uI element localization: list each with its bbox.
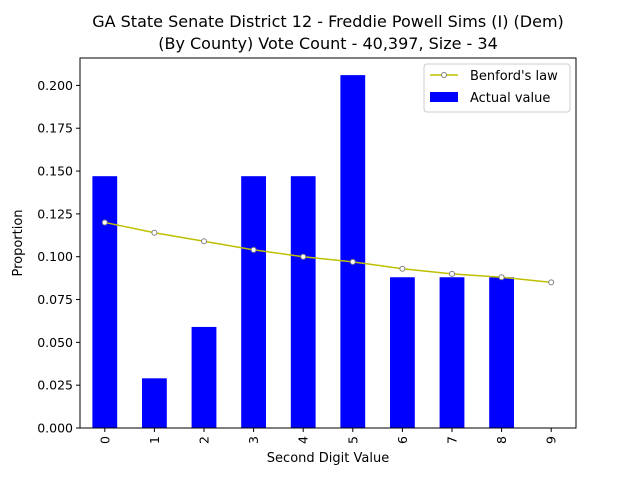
bar-series	[92, 75, 514, 428]
bar-2	[191, 326, 217, 428]
benford-point-1	[151, 229, 158, 236]
benford-point-0	[101, 219, 108, 226]
y-tick-label: 0.025	[37, 378, 73, 393]
benford-point-8	[498, 274, 505, 281]
bar-6	[390, 277, 415, 428]
y-tick-label: 0.125	[37, 206, 73, 221]
benford-point-7	[449, 270, 455, 277]
benford-point-5	[349, 258, 356, 265]
x-axis: 0 1 2 3 4 5 6 7 8 9	[97, 428, 559, 444]
x-tick-label: 7	[445, 436, 460, 444]
benford-point-2	[201, 238, 207, 245]
x-tick-label: 6	[395, 436, 410, 444]
bar-8	[489, 277, 514, 428]
line-series	[101, 219, 555, 286]
benford-point-3	[250, 246, 257, 253]
benford-point-9	[548, 279, 555, 286]
legend-bar-swatch	[430, 92, 458, 102]
x-tick-label: 8	[494, 436, 509, 444]
bar-0	[92, 176, 118, 428]
benford-line	[104, 221, 552, 284]
plot-frame	[79, 57, 577, 429]
y-axis-label: Proportion	[11, 209, 26, 276]
bar-3	[241, 176, 266, 428]
legend-box	[423, 63, 571, 113]
x-tick-label: 2	[197, 436, 212, 444]
legend-label-actual: Actual value	[470, 91, 550, 106]
y-axis: 0.000 0.025 0.050 0.075 0.100 0.125 0.150 0.175…	[37, 78, 80, 436]
bar-4	[290, 176, 316, 428]
bar-1	[142, 378, 167, 428]
y-tick-label: 0.200	[37, 78, 73, 93]
legend: Benford's law Actual value	[423, 63, 571, 113]
x-tick-label: 3	[246, 436, 261, 444]
x-tick-label: 9	[544, 436, 559, 444]
benford-point-4	[300, 253, 307, 260]
legend-label-benford: Benford's law	[470, 69, 558, 84]
y-tick-label: 0.075	[37, 292, 73, 307]
y-tick-label: 0.150	[37, 164, 73, 179]
chart-title-line2: (By County) Vote Count - 40,397, Size - …	[158, 34, 498, 53]
x-axis-label: Second Digit Value	[267, 451, 389, 466]
x-tick-label: 0	[97, 436, 112, 444]
benford-point-6	[399, 265, 406, 272]
x-tick-label: 1	[147, 436, 162, 444]
bar-7	[439, 277, 465, 428]
y-tick-label: 0.050	[37, 335, 73, 350]
y-tick-label: 0.100	[37, 249, 73, 264]
y-tick-label: 0.000	[37, 421, 73, 436]
legend-marker-swatch	[441, 72, 447, 78]
chart-title-line1: GA State Senate District 12 - Freddie Po…	[92, 12, 564, 31]
x-tick-label: 5	[345, 436, 360, 444]
bar-5	[340, 75, 366, 428]
x-tick-label: 4	[296, 436, 311, 444]
y-tick-label: 0.175	[37, 121, 73, 136]
